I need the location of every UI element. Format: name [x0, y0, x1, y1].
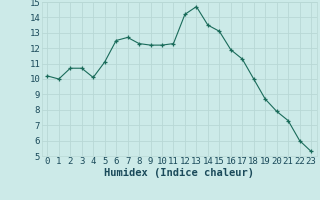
X-axis label: Humidex (Indice chaleur): Humidex (Indice chaleur)	[104, 168, 254, 178]
